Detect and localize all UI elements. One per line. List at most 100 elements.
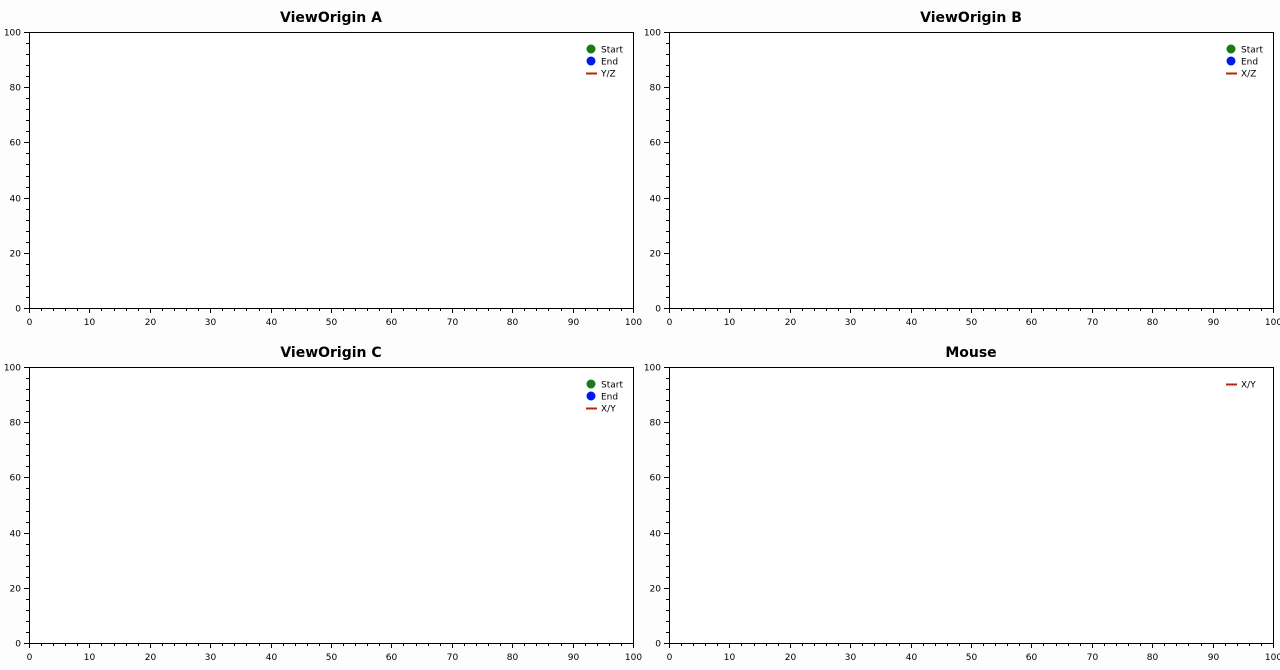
y-tick-label: 40 [650, 530, 662, 540]
x-tick-label: 10 [84, 653, 96, 663]
x-tick-label: 10 [84, 318, 96, 328]
x-tick-label: 90 [568, 318, 580, 328]
legend-label: Start [601, 46, 623, 56]
chart-title: ViewOrigin A [280, 10, 382, 26]
y-tick-label: 60 [10, 474, 22, 484]
x-tick-label: 0 [667, 653, 673, 663]
legend-label: X/Z [1241, 70, 1256, 80]
y-tick-label: 60 [10, 139, 22, 149]
x-tick-label: 70 [1087, 653, 1099, 663]
plot-area [669, 32, 1273, 308]
y-tick-label: 20 [650, 585, 662, 595]
chart-vieworigin-c: ViewOrigin C 0 10 20 30 40 50 60 70 80 90 100 0 20 40 6… [4, 345, 643, 663]
x-tick-label: 10 [724, 318, 736, 328]
y-tick-label: 80 [650, 419, 662, 429]
y-tick-label: 100 [644, 364, 661, 374]
chart-vieworigin-a: ViewOrigin A 0 10 20 30 40 50 60 70 80 90 100 0 20 40 6… [4, 10, 643, 328]
legend-end-marker [586, 391, 596, 401]
x-tick-label: 50 [966, 653, 978, 663]
legend: Start End X/Y [586, 379, 623, 415]
x-tick-label: 0 [27, 653, 33, 663]
x-tick-label: 40 [906, 318, 918, 328]
x-tick-label: 70 [447, 318, 459, 328]
y-tick-label: 40 [650, 195, 662, 205]
x-tick-label: 90 [1208, 653, 1220, 663]
chart-title: ViewOrigin C [280, 345, 381, 361]
y-tick-label: 60 [650, 474, 662, 484]
x-tick-label: 70 [1087, 318, 1099, 328]
plot-area [29, 32, 633, 308]
plot-area [29, 367, 633, 643]
y-tick-label: 80 [10, 84, 22, 94]
x-tick-label: 100 [625, 653, 642, 663]
x-tick-label: 10 [724, 653, 736, 663]
y-tick-label: 60 [650, 139, 662, 149]
x-tick-label: 80 [507, 653, 519, 663]
y-tick-label: 0 [655, 305, 661, 315]
y-tick-label: 100 [4, 364, 21, 374]
x-tick-label: 30 [845, 653, 857, 663]
legend: X/Y [1226, 381, 1256, 391]
legend-label: X/Y [601, 405, 616, 415]
x-tick-label: 20 [785, 653, 797, 663]
chart-title: ViewOrigin B [920, 10, 1022, 26]
x-tick-label: 80 [1147, 318, 1159, 328]
x-tick-label: 100 [625, 318, 642, 328]
chart-mouse: Mouse 0 10 20 30 40 50 60 70 80 90 100 0 20 40 60 80 100 X… [644, 345, 1280, 663]
x-tick-label: 80 [1147, 653, 1159, 663]
x-tick-label: 60 [1026, 318, 1038, 328]
legend-start-marker [586, 44, 596, 54]
x-tick-label: 0 [667, 318, 673, 328]
x-tick-label: 70 [447, 653, 459, 663]
x-tick-label: 80 [507, 318, 519, 328]
x-tick-label: 100 [1265, 318, 1280, 328]
x-tick-label: 50 [326, 318, 338, 328]
legend-label: Start [1241, 46, 1263, 56]
chart-vieworigin-b: ViewOrigin B 0 10 20 30 40 50 60 70 80 90 100 0 20 40 6… [644, 10, 1280, 328]
x-tick-label: 40 [906, 653, 918, 663]
x-tick-label: 60 [386, 318, 398, 328]
x-tick-label: 30 [205, 318, 217, 328]
x-tick-label: 40 [266, 318, 278, 328]
legend-label: Y/Z [600, 70, 616, 80]
y-tick-label: 100 [4, 29, 21, 39]
legend-label: End [601, 58, 618, 68]
x-tick-label: 60 [386, 653, 398, 663]
plot-area [669, 367, 1273, 643]
legend-end-marker [1226, 56, 1236, 66]
legend: Start End X/Z [1226, 44, 1263, 80]
legend-start-marker [586, 379, 596, 389]
legend: Start End Y/Z [586, 44, 623, 80]
x-tick-label: 50 [966, 318, 978, 328]
x-tick-label: 20 [145, 318, 157, 328]
x-tick-label: 100 [1265, 653, 1280, 663]
x-tick-label: 20 [145, 653, 157, 663]
x-tick-label: 90 [1208, 318, 1220, 328]
y-tick-label: 80 [650, 84, 662, 94]
y-tick-label: 0 [655, 640, 661, 650]
y-tick-label: 20 [10, 250, 22, 260]
y-tick-label: 80 [10, 419, 22, 429]
x-tick-label: 30 [205, 653, 217, 663]
x-tick-label: 60 [1026, 653, 1038, 663]
legend-label: Start [601, 381, 623, 391]
x-tick-label: 0 [27, 318, 33, 328]
x-tick-label: 50 [326, 653, 338, 663]
y-tick-label: 0 [15, 640, 21, 650]
y-tick-label: 100 [644, 29, 661, 39]
chart-title: Mouse [945, 345, 996, 361]
y-tick-label: 40 [10, 530, 22, 540]
y-tick-label: 20 [10, 585, 22, 595]
x-tick-label: 90 [568, 653, 580, 663]
legend-label: End [1241, 58, 1258, 68]
y-tick-label: 40 [10, 195, 22, 205]
x-tick-label: 30 [845, 318, 857, 328]
legend-label: X/Y [1241, 381, 1256, 391]
legend-label: End [601, 393, 618, 403]
legend-start-marker [1226, 44, 1236, 54]
x-tick-label: 20 [785, 318, 797, 328]
y-tick-label: 20 [650, 250, 662, 260]
legend-end-marker [586, 56, 596, 66]
x-tick-label: 40 [266, 653, 278, 663]
